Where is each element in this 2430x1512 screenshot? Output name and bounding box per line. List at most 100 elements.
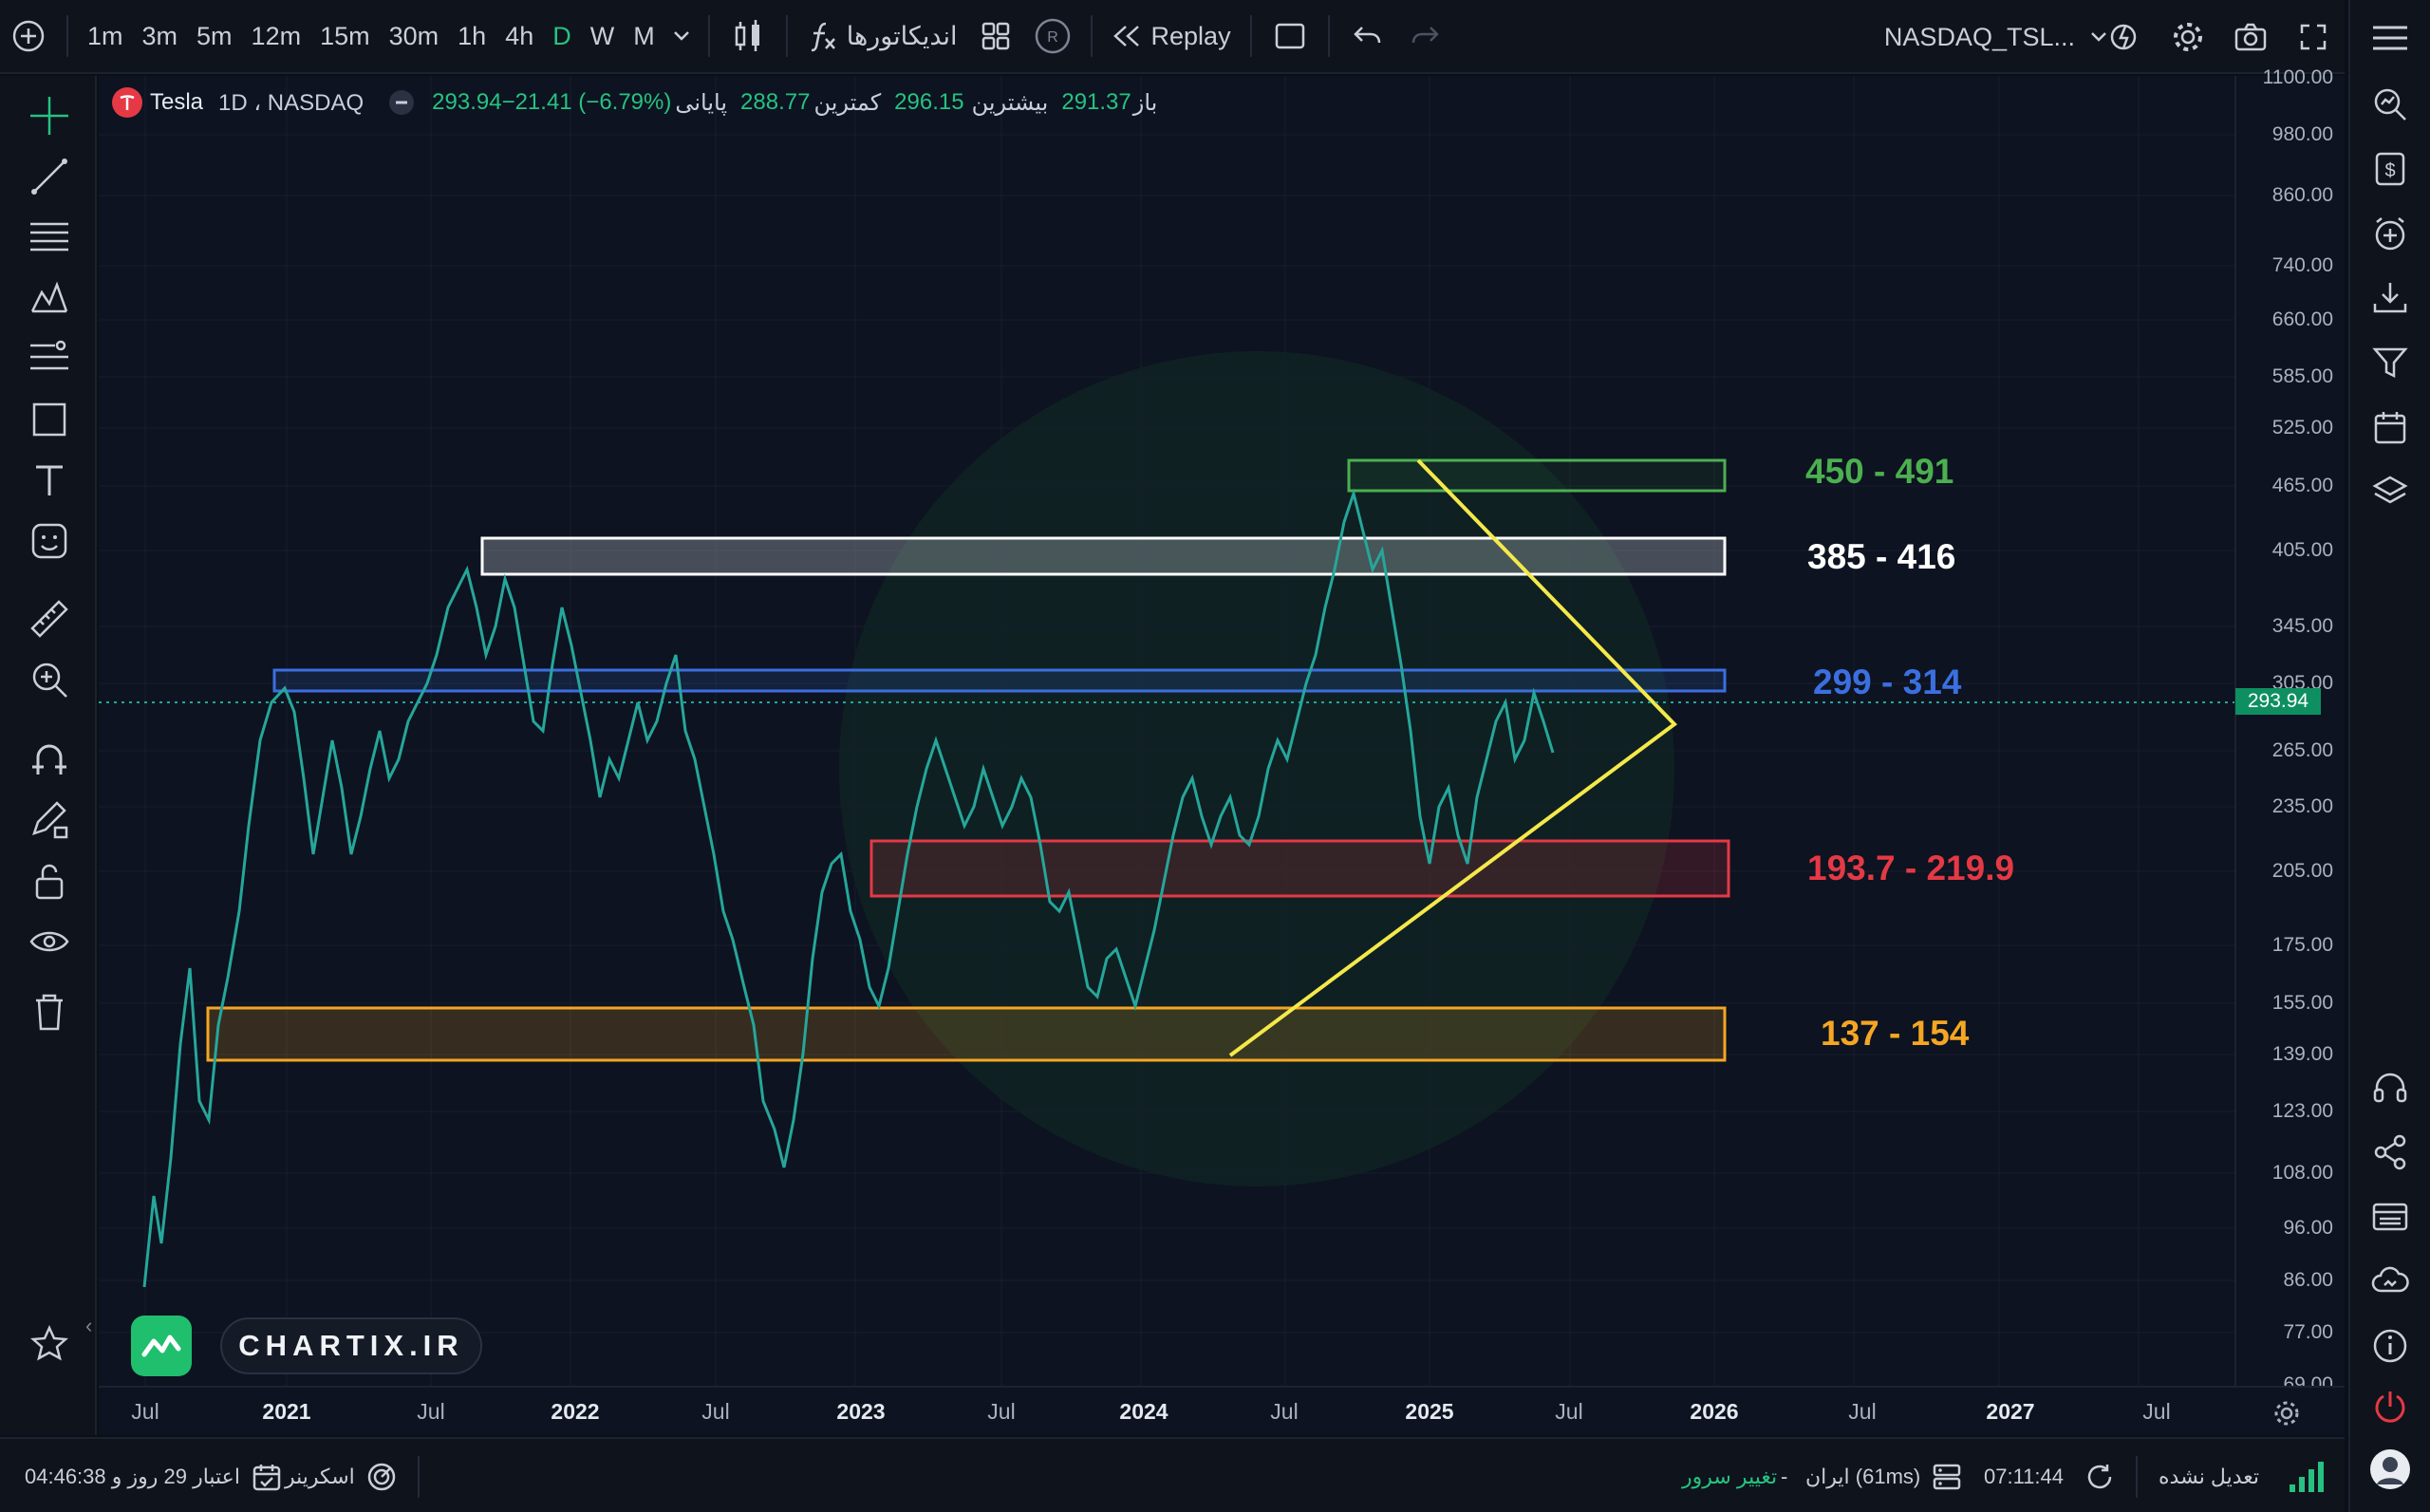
add-symbol-icon[interactable] <box>0 0 57 73</box>
dollar-icon[interactable]: $ <box>2364 142 2417 196</box>
radar-icon <box>367 1463 395 1490</box>
candles-icon[interactable] <box>720 0 776 73</box>
crosshair-icon[interactable] <box>25 91 74 140</box>
calendar-check-icon <box>252 1464 281 1490</box>
fib-levels-icon[interactable] <box>25 213 74 262</box>
collapse-toolbar-icon[interactable]: ‹ <box>85 1314 93 1337</box>
interval-w-button[interactable]: W <box>589 21 615 50</box>
interval-5m-button[interactable]: 5m <box>196 21 233 50</box>
news-icon[interactable] <box>2364 1190 2417 1243</box>
triangle-trendline[interactable] <box>1228 458 1678 1057</box>
text-tool-icon[interactable] <box>25 456 74 505</box>
time-tick-year: 2027 <box>1986 1399 2035 1424</box>
square-icon[interactable] <box>1262 0 1318 73</box>
low-label: کمترین <box>813 89 882 116</box>
separator-dash: - <box>1781 1464 1788 1488</box>
interval-d-button[interactable]: D <box>552 21 571 50</box>
price-tick-label: 205.00 <box>2271 860 2333 882</box>
chartix-logo-icon <box>131 1316 192 1376</box>
subscription-info[interactable]: اعتبار 29 روز و 04:46:38 <box>25 1439 282 1512</box>
r-badge-icon[interactable]: R <box>1024 0 1081 73</box>
time-tick-year: 2022 <box>551 1399 600 1424</box>
close-change-value: 293.94−21.41 (−6.79%) <box>432 89 672 115</box>
zone-box-299-314[interactable] <box>272 668 1727 693</box>
layers-icon[interactable] <box>2364 465 2417 518</box>
filter-icon[interactable] <box>2364 336 2417 389</box>
axis-settings-icon[interactable] <box>2272 1399 2301 1428</box>
undo-icon[interactable] <box>1339 0 1396 73</box>
symbol-select[interactable]: NASDAQ_TSL... <box>1884 0 2107 74</box>
interval-3m-button[interactable]: 3m <box>141 21 178 50</box>
cloud-icon[interactable] <box>2364 1255 2417 1308</box>
emoji-tool-icon[interactable] <box>25 516 74 566</box>
interval-15m-button[interactable]: 15m <box>320 21 370 50</box>
projection-tool-icon[interactable] <box>25 334 74 383</box>
zoom-icon[interactable] <box>25 655 74 704</box>
time-tick-year: 2021 <box>262 1399 311 1424</box>
fullscreen-icon[interactable] <box>2282 0 2345 74</box>
chart-canvas[interactable] <box>99 76 2234 1386</box>
rectangle-tool-icon[interactable] <box>25 395 74 444</box>
trendline-tool-icon[interactable] <box>25 152 74 201</box>
share-icon[interactable] <box>2364 1126 2417 1179</box>
interval-1h-button[interactable]: 1h <box>458 21 487 50</box>
brand-name: CHARTIX.IR <box>220 1317 482 1374</box>
time-tick-year: 2024 <box>1119 1399 1168 1424</box>
quick-action-icon[interactable] <box>2094 0 2157 74</box>
download-icon[interactable] <box>2364 271 2417 325</box>
indicators-button[interactable]: اندیکاتورها <box>797 0 967 73</box>
collapse-icon[interactable] <box>388 89 415 116</box>
status-bar: اعتبار 29 روز و 04:46:38 اسکرینر تغییر س… <box>0 1437 2345 1512</box>
signal-bars-icon <box>2288 1439 2326 1512</box>
star-icon[interactable] <box>25 1319 74 1369</box>
top-toolbar: 1m 3m 5m 12m 15m 30m 1h 4h D W M اندیکاتورها R Rep… <box>0 0 2345 74</box>
high-value: 296.15 <box>894 89 964 115</box>
trash-icon[interactable] <box>25 987 74 1036</box>
search-icon[interactable] <box>2364 78 2417 131</box>
replay-button[interactable]: Replay <box>1102 0 1241 73</box>
price-tick-label: 155.00 <box>2271 992 2333 1014</box>
interval-12m-button[interactable]: 12m <box>251 21 302 50</box>
lock-icon[interactable] <box>25 856 74 905</box>
zone-box-385-416[interactable] <box>480 536 1727 576</box>
rewind-icon <box>1112 26 1139 47</box>
close-label: پایانی <box>675 89 728 116</box>
zone-box-450-491[interactable] <box>1347 458 1727 493</box>
price-tick-label: 1100.00 <box>2262 66 2333 88</box>
zone-box-193-219[interactable] <box>869 839 1730 898</box>
chevron-down-icon[interactable] <box>664 0 699 73</box>
price-tick-label: 139.00 <box>2271 1043 2333 1065</box>
time-axis[interactable]: Jul 2021 Jul 2022 Jul 2023 Jul 2024 Jul 2025 Jul 20… <box>99 1386 2345 1435</box>
avatar[interactable] <box>2364 1443 2417 1496</box>
pattern-tool-icon[interactable] <box>25 273 74 323</box>
zone-box-137-154[interactable] <box>206 1006 1727 1062</box>
alert-add-icon[interactable] <box>2364 207 2417 260</box>
time-tick-month: Jul <box>987 1399 1016 1424</box>
camera-icon[interactable] <box>2219 0 2282 74</box>
info-icon[interactable] <box>2364 1319 2417 1372</box>
adjustment-toggle[interactable]: تعدیل نشده <box>2159 1464 2260 1488</box>
divider <box>2136 1456 2138 1498</box>
pencil-lock-icon[interactable] <box>25 795 74 845</box>
interval-m-button[interactable]: M <box>633 21 655 50</box>
server-info[interactable]: ایران (61ms) <box>1805 1439 1962 1512</box>
change-server-button[interactable]: تغییر سرور <box>1682 1464 1778 1488</box>
screener-button[interactable]: اسکرینر <box>285 1439 397 1512</box>
calendar-icon[interactable] <box>2364 401 2417 454</box>
price-axis[interactable]: 1100.00 980.00 860.00 740.00 660.00 585.00 525… <box>2234 66 2345 1395</box>
price-tick-label: 465.00 <box>2271 475 2333 496</box>
interval-1m-button[interactable]: 1m <box>87 21 123 50</box>
zone-label-385-416: 385 - 416 <box>1807 537 1956 576</box>
ruler-icon[interactable] <box>25 594 74 644</box>
power-icon[interactable] <box>2364 1380 2417 1433</box>
eye-icon[interactable] <box>25 917 74 966</box>
menu-icon[interactable] <box>2364 11 2417 65</box>
refresh-icon[interactable] <box>2084 1439 2115 1512</box>
interval-30m-button[interactable]: 30m <box>388 21 439 50</box>
layout-grid-icon[interactable] <box>967 0 1024 73</box>
magnet-icon[interactable] <box>25 735 74 784</box>
gear-icon[interactable] <box>2157 0 2219 74</box>
redo-icon[interactable] <box>1396 0 1453 73</box>
headset-icon[interactable] <box>2364 1061 2417 1114</box>
interval-4h-button[interactable]: 4h <box>505 21 534 50</box>
